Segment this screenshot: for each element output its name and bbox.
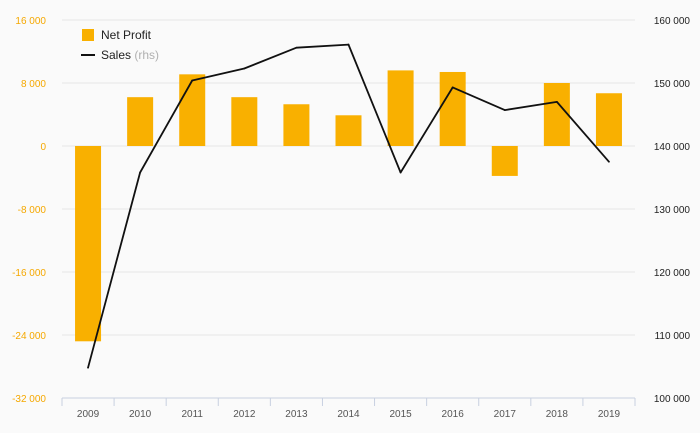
left-axis-ticks: 16 000 8 000 0 -8 000 -16 000 -24 000 -32 000 xyxy=(12,16,46,405)
net-profit-bars xyxy=(75,70,622,342)
sales-point-2019 xyxy=(608,160,610,163)
sales-point-2014 xyxy=(347,43,350,46)
x-tick-label: 2014 xyxy=(337,409,360,420)
x-tick-label: 2019 xyxy=(598,409,621,420)
right-tick-label: 130 000 xyxy=(654,205,691,216)
bar-2013 xyxy=(283,104,310,146)
legend-label-sales: Sales xyxy=(101,48,131,62)
left-tick-label: 8 000 xyxy=(21,79,46,90)
x-axis: 2009 2010 2011 2012 2013 2014 2015 2016 2017 2018… xyxy=(61,397,636,420)
left-tick-label: -16 000 xyxy=(12,268,46,279)
sales-point-2018 xyxy=(555,101,558,103)
right-tick-label: 100 000 xyxy=(654,394,691,405)
right-tick-label: 110 000 xyxy=(655,331,691,342)
x-tick-label: 2018 xyxy=(546,409,569,420)
sales-point-2011 xyxy=(191,79,194,82)
x-tick-label: 2015 xyxy=(389,409,412,420)
x-tick-label: 2012 xyxy=(233,409,256,420)
sales-point-2016 xyxy=(451,86,454,89)
bar-2015 xyxy=(387,70,414,146)
x-tick-label: 2016 xyxy=(442,409,465,420)
x-tick-label: 2010 xyxy=(129,409,152,420)
right-axis-ticks: 160 000 150 000 140 000 130 000 120 000 110 0… xyxy=(654,16,691,405)
svg-text:Sales (rhs): Sales (rhs) xyxy=(101,48,159,62)
left-tick-label: -8 000 xyxy=(18,205,47,216)
bar-2016 xyxy=(439,71,466,146)
sales-line xyxy=(87,43,610,369)
bar-2019 xyxy=(595,93,622,146)
gridlines xyxy=(62,19,635,336)
legend-label-net-profit: Net Profit xyxy=(101,28,152,42)
left-tick-label: -32 000 xyxy=(12,394,46,405)
right-tick-label: 160 000 xyxy=(654,16,691,27)
bar-2010 xyxy=(127,97,154,146)
sales-point-2009 xyxy=(87,366,89,369)
x-tick-label: 2011 xyxy=(181,409,203,420)
right-tick-label: 150 000 xyxy=(654,79,691,90)
left-tick-label: 16 000 xyxy=(15,16,46,27)
sales-point-2013 xyxy=(295,46,298,49)
bar-2011 xyxy=(179,74,206,146)
bar-2009 xyxy=(75,146,102,342)
x-tick-label: 2017 xyxy=(494,409,517,420)
bar-2018 xyxy=(543,83,570,146)
x-tick-label: 2009 xyxy=(77,409,100,420)
bar-2012 xyxy=(231,97,258,146)
sales-point-2012 xyxy=(243,67,246,70)
left-tick-label: -24 000 xyxy=(12,331,46,342)
legend-note-rhs: (rhs) xyxy=(134,48,159,62)
legend: Net Profit Sales (rhs) xyxy=(81,28,159,62)
sales-point-2017 xyxy=(503,109,506,111)
left-tick-label: 0 xyxy=(40,142,46,153)
x-tick-label: 2013 xyxy=(285,409,308,420)
right-tick-label: 140 000 xyxy=(654,142,691,153)
sales-point-2010 xyxy=(139,171,142,174)
bar-2017 xyxy=(491,146,518,176)
legend-swatch-net-profit xyxy=(82,29,94,41)
right-tick-label: 120 000 xyxy=(654,268,691,279)
bar-2014 xyxy=(335,115,362,146)
sales-line-group xyxy=(87,43,610,369)
sales-point-2015 xyxy=(399,171,402,174)
